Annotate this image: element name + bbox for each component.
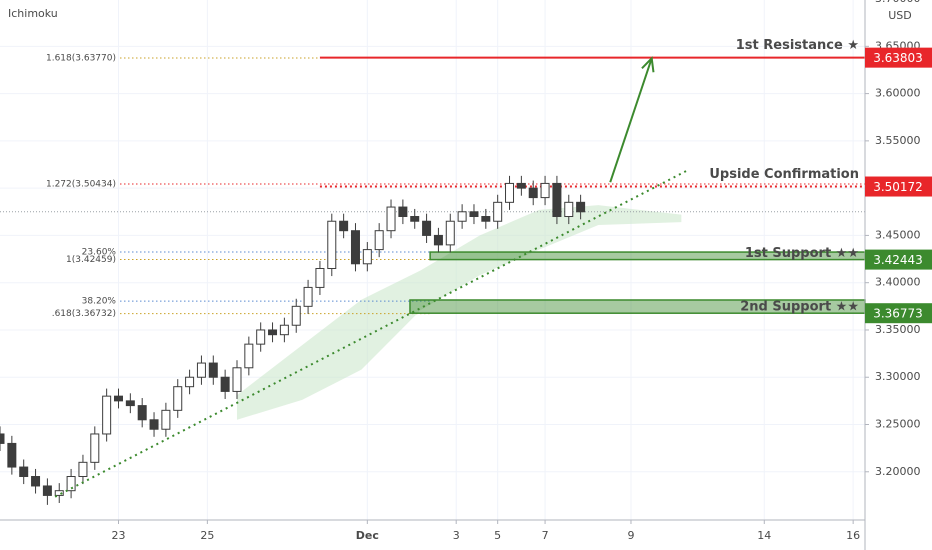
price-tag-label: 3.42443: [873, 253, 923, 267]
candle-body: [291, 305, 301, 326]
candle-body: [398, 206, 408, 218]
fib-label: 1(3.42459): [66, 255, 116, 265]
price-tag: [865, 249, 932, 270]
candle-body: [433, 234, 443, 246]
fib-label: 38.20%: [82, 297, 117, 307]
candle-body: [350, 230, 360, 265]
level-label: Upside Confirmation: [709, 167, 859, 182]
price-tag-label: 3.36773: [873, 307, 923, 321]
x-tick-label: 14: [757, 529, 771, 542]
candle-body: [445, 220, 455, 246]
candle-body: [576, 201, 586, 213]
candle-body: [457, 211, 467, 222]
candle-body: [327, 220, 337, 270]
candle-body: [0, 433, 5, 444]
candle-body: [125, 400, 135, 407]
level-label: 1st Resistance ★: [736, 38, 859, 53]
price-tag: [865, 47, 932, 68]
indicator-name: Ichimoku: [8, 7, 58, 20]
candle-body: [481, 216, 491, 222]
x-tick-label: 5: [494, 529, 501, 542]
candle-body: [90, 433, 100, 463]
candle-body: [315, 268, 325, 288]
candle-body: [279, 324, 289, 336]
price-tag-label: 3.50172: [873, 180, 923, 194]
candle-body: [137, 405, 147, 421]
y-tick-label: 3.45000: [875, 228, 921, 241]
candle-body: [31, 476, 41, 487]
y-tick-label: 3.70000: [875, 0, 921, 5]
x-tick-label: 25: [200, 529, 214, 542]
fib-label: 23.60%: [82, 248, 117, 258]
candle-body: [161, 409, 171, 430]
y-tick-label: 3.40000: [875, 276, 921, 289]
x-tick-label: 3: [453, 529, 460, 542]
x-tick-label: 23: [111, 529, 125, 542]
candle-body: [7, 442, 17, 468]
candle-body: [505, 182, 515, 203]
fib-label: .618(3.36732): [52, 309, 116, 319]
price-tag: [865, 176, 932, 197]
y-tick-label: 3.60000: [875, 87, 921, 100]
candle-body: [173, 386, 183, 411]
candle-body: [493, 201, 503, 222]
candle-body: [113, 395, 123, 402]
candle-body: [552, 182, 562, 218]
candle-body: [422, 220, 432, 236]
candle-body: [564, 201, 574, 218]
currency: USD: [888, 9, 912, 22]
fib-label: 1.618(3.63770): [46, 53, 116, 63]
candle-body: [66, 476, 76, 492]
candle-body: [256, 329, 266, 345]
candle-body: [208, 362, 218, 378]
x-tick-label: 7: [542, 529, 549, 542]
candle-body: [244, 343, 254, 369]
candle-body: [386, 206, 396, 232]
arrow-head: [641, 56, 655, 73]
candle-body: [362, 249, 372, 265]
candle-body: [516, 182, 526, 189]
candle-body: [469, 211, 479, 218]
candle-body: [149, 419, 159, 430]
candle-body: [339, 220, 349, 232]
projection-arrow: [609, 58, 653, 183]
candle-body: [19, 466, 29, 478]
y-tick-label: 3.25000: [875, 418, 921, 431]
level-label: 2nd Support ★★: [740, 300, 859, 315]
y-tick-label: 3.30000: [875, 370, 921, 383]
fib-label: 1.272(3.50434): [46, 180, 116, 190]
candle-body: [232, 367, 242, 392]
level-label: 1st Support ★★: [745, 246, 859, 261]
candle-body: [540, 182, 550, 199]
y-tick-label: 3.20000: [875, 465, 921, 478]
price-tag: [865, 303, 932, 324]
x-tick-label: Dec: [356, 529, 379, 542]
candle-body: [196, 362, 206, 378]
candle-body: [102, 395, 112, 435]
candle-body: [185, 376, 195, 388]
candle-body: [528, 187, 538, 199]
y-tick-label: 3.55000: [875, 134, 921, 147]
candle-body: [374, 230, 384, 251]
candle-body: [303, 286, 313, 307]
candle-body: [220, 376, 230, 392]
price-tag-label: 3.63803: [873, 51, 923, 65]
candle-body: [54, 490, 64, 496]
candle-body: [78, 461, 88, 478]
candle-body: [42, 485, 52, 496]
y-tick-label: 3.35000: [875, 323, 921, 336]
x-tick-label: 9: [627, 529, 634, 542]
candle-body: [268, 329, 278, 336]
x-tick-label: 16: [846, 529, 860, 542]
ichimoku-cloud: [236, 205, 682, 420]
candle-body: [410, 216, 420, 222]
